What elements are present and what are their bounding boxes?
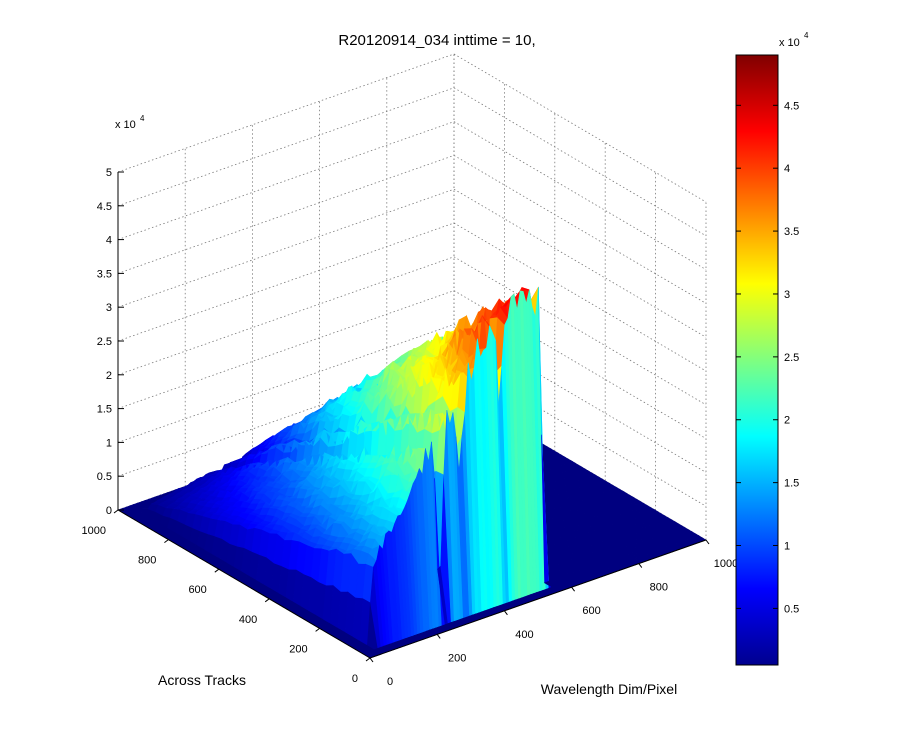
z-gridline	[117, 53, 455, 173]
y-tick-mark	[315, 628, 320, 632]
z-gridline	[117, 290, 455, 409]
x-tick-mark	[571, 586, 575, 592]
y-tick-mark	[113, 509, 119, 514]
z-gridline	[453, 256, 707, 406]
colorbar-tick-label: 3	[784, 289, 790, 301]
plot-axes: 00.511.522.533.544.55 02004006008001000 …	[82, 53, 738, 697]
z-exponent: x 10 4	[115, 114, 145, 131]
colorbar-exponent-base: x 10	[779, 37, 800, 49]
x-axis-line	[369, 539, 707, 659]
z-tick-label: 4	[106, 235, 112, 247]
x-tick-mark	[503, 610, 508, 616]
y-tick-label: 1000	[82, 525, 106, 537]
y-axis-ticks: 0 200 400 600 800 1000	[82, 509, 371, 685]
y-tick-label: 400	[239, 614, 257, 626]
z-gridline	[117, 324, 455, 443]
colorbar-gradient	[735, 54, 779, 666]
z-tick-label: 3.5	[97, 268, 112, 280]
z-gridline	[117, 87, 455, 207]
chart-title: R20120914_034 inttime = 10,	[338, 32, 535, 49]
z-gridline	[117, 121, 455, 240]
z-gridline	[117, 155, 455, 274]
y-tick-label: 600	[188, 584, 206, 596]
y-axis-label: Across Tracks	[158, 672, 246, 688]
x-tick-label: 600	[582, 605, 600, 617]
colorbar-tick-label: 1	[784, 541, 790, 553]
z-gridline	[117, 256, 455, 376]
z-tick-label: 4.5	[97, 201, 112, 213]
z-gridline	[453, 155, 707, 304]
x-tick-mark	[638, 563, 643, 568]
z-gridline	[453, 222, 707, 372]
z-tick-label: 1.5	[97, 404, 112, 416]
x-tick-label: 400	[515, 629, 533, 641]
z-tick-label: 3	[106, 302, 112, 314]
x-axis-label: Wavelength Dim/Pixel	[541, 681, 677, 697]
colorbar-tick-label: 4	[784, 163, 790, 175]
z-exponent-base: x 10	[115, 119, 136, 131]
y-axis-line	[117, 509, 371, 659]
z-tick-label: 5	[106, 167, 112, 179]
y-tick-label: 200	[289, 643, 307, 655]
z-gridline	[453, 53, 707, 203]
z-axis-ticks: 0 0.5 1 1.5 2 2.5 3 3.5 4 4.5 5	[97, 167, 124, 517]
x-tick-label: 200	[448, 652, 466, 664]
colorbar-tick-label: 2	[784, 415, 790, 427]
colorbar-tick-label: 4.5	[784, 100, 799, 112]
x-axis-ticks: 0 200 400 600 800 1000	[369, 539, 738, 688]
colorbar-ticks: 0.5 1 1.5 2 2.5 3 3.5 4 4.5	[736, 100, 799, 615]
colorbar-exponent-power: 4	[804, 31, 809, 40]
y-tick-label: 800	[138, 555, 156, 567]
colorbar-tick-label: 3.5	[784, 226, 799, 238]
z-gridline	[117, 188, 455, 308]
z-gridline	[453, 87, 707, 237]
y-tick-mark	[164, 539, 169, 543]
x-tick-label: 800	[650, 582, 668, 594]
y-tick-mark	[214, 568, 220, 573]
z-gridline	[453, 188, 707, 338]
colorbar-tick-label: 2.5	[784, 352, 799, 364]
z-exponent-power: 4	[140, 114, 145, 123]
z-tick-label: 1	[106, 437, 112, 449]
surface-mesh	[117, 286, 707, 659]
y-tick-mark	[365, 657, 371, 662]
x-tick-label: 0	[387, 676, 393, 688]
z-gridline	[453, 121, 707, 270]
z-tick-label: 0	[106, 505, 112, 517]
z-tick-label: 2.5	[97, 336, 112, 348]
colorbar-tick-label: 0.5	[784, 603, 799, 615]
y-tick-label: 0	[352, 673, 358, 685]
z-gridline	[117, 222, 455, 342]
colorbar-tick-label: 1.5	[784, 478, 799, 490]
z-tick-label: 2	[106, 370, 112, 382]
z-tick-label: 0.5	[97, 471, 112, 483]
x-tick-mark	[436, 634, 441, 639]
colorbar: 0.5 1 1.5 2 2.5 3 3.5 4 4.5 x 10 4	[735, 31, 809, 666]
x-tick-label: 1000	[714, 558, 738, 570]
x-tick-mark	[705, 539, 710, 545]
x-tick-mark	[369, 657, 374, 663]
y-tick-mark	[264, 598, 270, 603]
